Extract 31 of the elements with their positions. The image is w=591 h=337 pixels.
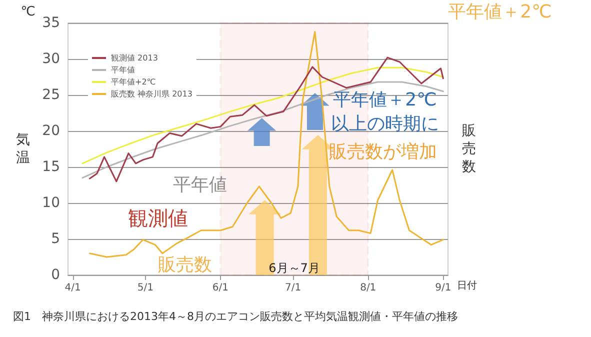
legend-label: 観測値 2013 [111, 54, 158, 62]
y-tick-label: 0 [51, 267, 60, 283]
y-tick-label: 20 [42, 123, 60, 139]
text: 販売数 [462, 123, 476, 175]
text: 平年値＋2℃ [448, 2, 552, 22]
y-tick-label: 35 [42, 15, 60, 31]
legend-label: 平年値 [111, 66, 135, 74]
x-tick-label: 8/1 [360, 282, 376, 294]
text: ℃ [20, 4, 36, 20]
x-axis-title: 日付 [457, 280, 478, 292]
legend-label: 平年値+2℃ [111, 78, 156, 86]
x-tick-label: 5/1 [137, 282, 154, 294]
y-axis-title: 気温 [16, 132, 30, 166]
y-tick-label: 5 [51, 231, 60, 247]
annotation: 平年値＋2℃ 以上の時期に [331, 90, 439, 134]
band-label: 6月～7月 [268, 261, 320, 275]
x-tick-label: 6/1 [212, 282, 229, 294]
y-tick-label: 15 [42, 159, 60, 175]
annotation: 販売数が増加 [329, 142, 437, 162]
x-tick-label: 4/1 [64, 282, 81, 294]
y2-axis-title: 販売数 [158, 254, 212, 276]
annotation: 平年値 [173, 174, 227, 196]
legend-label: 販売数 神奈川県 2013 [111, 90, 192, 98]
text: 図1 神奈川県における2013年4～8月のエアコン販売数と平均気温観測値・平年値の推移 [13, 310, 458, 323]
x-tick-label: 7/1 [285, 282, 302, 294]
y-tick-label: 25 [42, 87, 60, 103]
y-tick-label: 10 [42, 195, 60, 211]
annotation: 観測値 [128, 206, 188, 230]
x-tick-label: 9/1 [435, 282, 452, 294]
y-tick-label: 30 [42, 51, 60, 67]
line-series [82, 66, 444, 164]
